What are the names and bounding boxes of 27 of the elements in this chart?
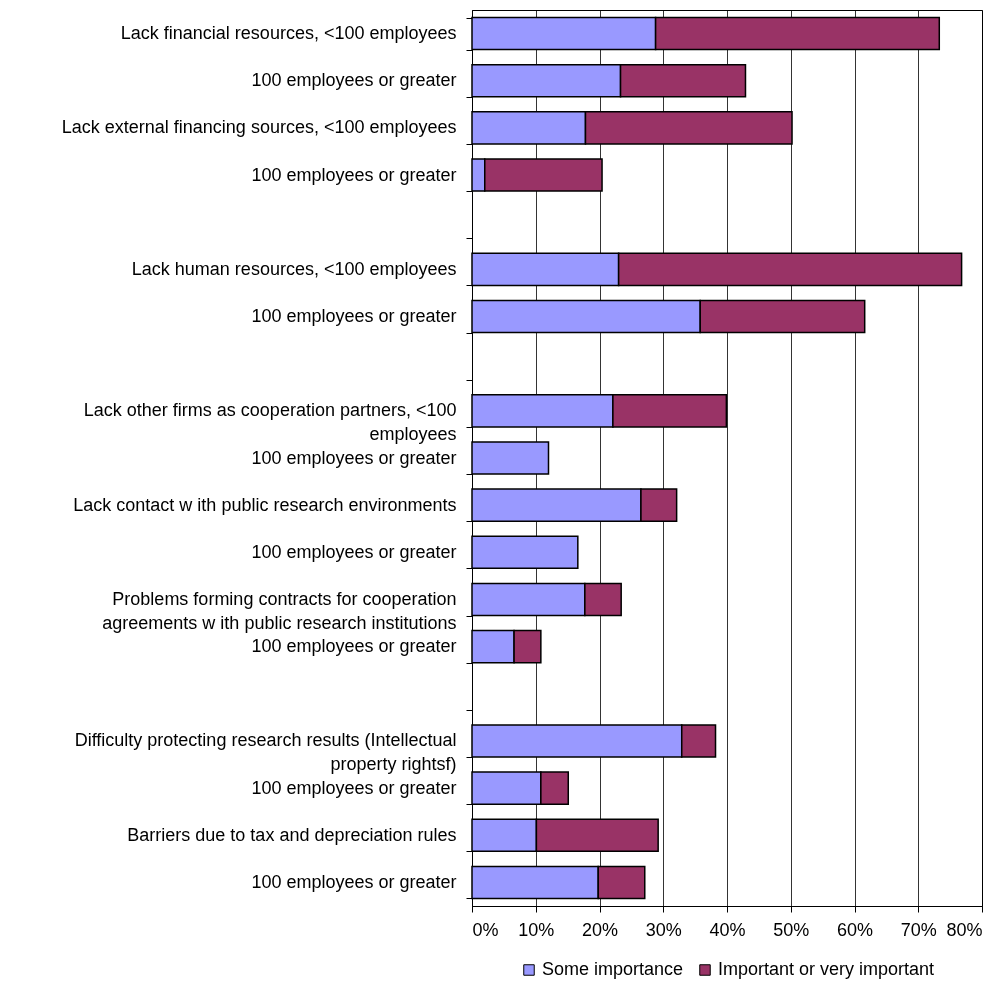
x-tick-label: 40% [709,919,746,940]
y-tick-label: 100 employees or greater [251,164,457,185]
y-tick-label: Problems forming contracts for cooperation agreements w ith public research institutions [102,588,457,633]
y-tick-label: Lack financial resources, <100 employees [120,23,457,44]
x-tick-label: 70% [900,919,937,940]
y-tick-label: Lack contact w ith public research environments [73,494,457,515]
x-tick-label: 60% [836,919,874,940]
x-tick-label: 10% [518,919,555,940]
y-tick-label: 100 employees or greater [251,447,457,468]
x-tick-label: 20% [581,919,619,940]
y-tick-label: Lack external financing sources, <100 employees [61,117,457,138]
y-tick-label: 100 employees or greater [251,541,457,562]
legend-label: Some importance [542,959,684,979]
y-tick-label: 100 employees or greater [251,306,457,327]
x-tick-label: 50% [773,919,810,940]
y-tick-label: 100 employees or greater [251,871,457,892]
y-tick-label: Barriers due to tax and depreciation rules [127,824,457,845]
legend-label: Important or very important [718,959,935,979]
y-tick-label: Lack other firms as cooperation partners, <100 employees [83,400,457,445]
y-tick-label: Lack human resources, <100 employees [131,258,457,279]
y-tick-label: 100 employees or greater [251,70,457,91]
x-tick-label: 80% [946,919,983,940]
x-tick-label: 0% [472,919,499,940]
y-tick-label: 100 employees or greater [251,636,457,657]
y-tick-label: 100 employees or greater [251,777,457,798]
x-tick-label: 30% [645,919,682,940]
y-tick-label: Difficulty protecting research results (Intellectual property rightsf) [74,730,457,775]
